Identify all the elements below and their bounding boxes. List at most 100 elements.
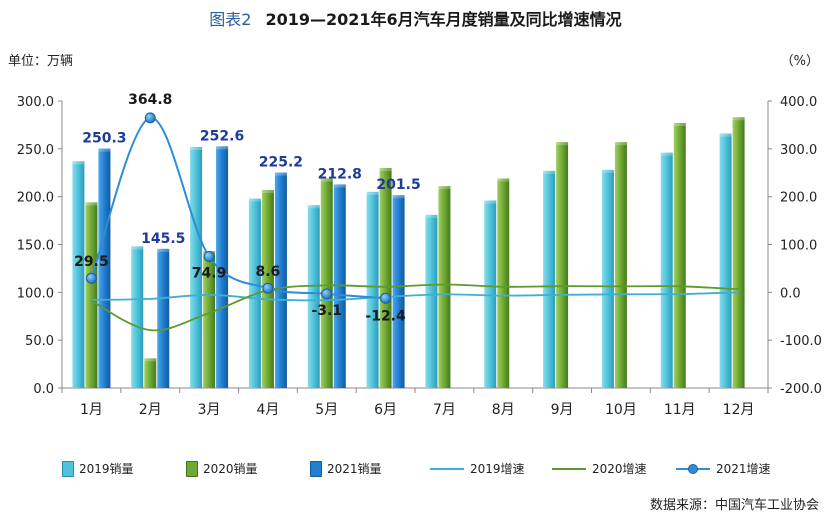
x-axis-tick-label: 12月	[723, 402, 755, 418]
marker-2021-growth	[203, 251, 215, 263]
bar-2019-sales	[601, 169, 614, 388]
data-label-2021-growth: -12.4	[365, 308, 406, 324]
chart-title-text: 2019—2021年6月汽车月度销量及同比增速情况	[265, 10, 622, 29]
bar-2020-sales-top	[261, 189, 274, 193]
x-axis-tick-label: 7月	[433, 402, 456, 418]
left-axis-tick-label: 50.0	[25, 334, 54, 349]
bar-2020-sales-top	[614, 142, 627, 146]
bar-2020-sales	[614, 142, 627, 388]
right-axis-tick-label: 300.0	[780, 143, 817, 158]
data-label-2021-growth: 29.5	[74, 254, 109, 270]
bar-2020-sales-top	[556, 142, 569, 146]
bar-2021-sales	[216, 146, 229, 388]
right-axis-tick-label: 200.0	[780, 191, 817, 206]
legend-label-2021-growth: 2021增速	[716, 462, 771, 476]
bar-2019-sales	[307, 205, 320, 388]
bar-2020-sales	[732, 117, 745, 388]
line-2020-growth	[91, 283, 739, 332]
legend-label-2021-sales: 2021销量	[327, 462, 382, 476]
data-label-2021-growth: 364.8	[128, 92, 172, 108]
legend-line-2021-growth	[676, 463, 710, 474]
legend-label-2020-sales: 2020销量	[203, 462, 258, 476]
bar-2020-sales-top	[673, 123, 686, 127]
bar-2019-sales	[190, 146, 203, 388]
marker-2021-growth	[262, 282, 274, 294]
bar-2021-sales	[392, 195, 405, 388]
x-axis-tick-label: 8月	[492, 402, 515, 418]
data-label-2021-sales: 145.5	[141, 231, 185, 247]
right-axis-tick-label: 400.0	[780, 95, 817, 110]
bar-2019-sales-top	[131, 246, 144, 250]
data-label-2021-sales: 201.5	[376, 177, 420, 193]
left-axis-tick-label: 0.0	[33, 382, 54, 397]
bar-2021-sales-top	[333, 184, 346, 188]
bar-2020-sales	[438, 186, 451, 388]
bar-2019-sales	[719, 133, 732, 388]
bar-2019-sales-top	[543, 170, 556, 174]
legend-item-2019-growth: 2019增速	[430, 460, 525, 477]
bar-2021-sales-top	[98, 148, 111, 152]
bar-2019-sales-top	[248, 198, 261, 202]
bar-2020-sales-top	[85, 202, 98, 206]
bar-2020-sales-top	[320, 178, 333, 182]
marker-2021-growth	[85, 272, 97, 284]
bar-2019-sales-top	[660, 152, 673, 156]
bar-2020-sales	[320, 178, 333, 388]
data-label-2021-growth: 8.6	[256, 264, 281, 280]
bar-2020-sales	[203, 251, 216, 388]
left-axis-tick-label: 100.0	[17, 286, 54, 301]
chart-canvas: 0.0 50.0 100.0 150.0 200.0 250.0 300.0 -200.0 -1…	[17, 92, 822, 418]
legend-line-2019-growth	[430, 467, 464, 470]
line-2019-growth	[91, 291, 739, 302]
bar-2019-sales	[131, 246, 144, 388]
bar-2021-sales-top	[392, 195, 405, 199]
x-axis-tick-label: 11月	[664, 402, 696, 418]
data-source: 数据来源：中国汽车工业协会	[649, 498, 819, 513]
bar-2021-sales-top	[157, 248, 170, 252]
data-label-2021-growth: 74.9	[192, 266, 227, 282]
bar-2021-sales-top	[274, 172, 287, 176]
bar-2021-sales-top	[216, 146, 229, 150]
x-axis-tick-label: 5月	[315, 402, 338, 418]
left-axis-tick-label: 250.0	[17, 143, 54, 158]
legend-item-2020-growth: 2020增速	[552, 460, 647, 477]
bar-2020-sales	[673, 123, 686, 389]
bar-2020-sales	[556, 142, 569, 388]
legend: 2019销量 2020销量 2021销量 2019增速 2020增速 2021增…	[0, 460, 831, 482]
bar-2019-sales-top	[72, 161, 85, 165]
legend-item-2019-sales: 2019销量	[62, 460, 134, 477]
bar-2019-sales-top	[190, 146, 203, 150]
bar-2020-sales	[379, 167, 392, 388]
bar-2020-sales-top	[438, 186, 451, 190]
legend-label-2019-growth: 2019增速	[470, 462, 525, 476]
bar-2020-sales	[144, 358, 157, 388]
x-axis-tick-label: 9月	[551, 402, 574, 418]
bar-2020-sales	[85, 202, 98, 388]
right-axis-tick-label: 0.0	[780, 286, 801, 301]
data-label-2021-sales: 250.3	[82, 131, 126, 147]
bar-2019-sales	[660, 152, 673, 388]
bar-2019-sales-top	[484, 200, 497, 204]
right-axis-tick-label: -100.0	[780, 334, 822, 349]
data-label-2021-sales: 212.8	[318, 166, 362, 182]
legend-label-2019-sales: 2019销量	[79, 462, 134, 476]
bar-2019-sales	[72, 161, 85, 388]
bar-2019-sales	[425, 214, 438, 388]
bar-2020-sales-top	[379, 167, 392, 171]
right-axis-tick-label: -200.0	[780, 382, 822, 397]
legend-swatch-2020-sales	[186, 460, 198, 477]
right-axis-tick-label: 100.0	[780, 239, 817, 254]
x-axis-tick-label: 10月	[605, 402, 637, 418]
bar-2021-sales	[157, 248, 170, 388]
right-axis-unit: （%）	[780, 54, 819, 69]
left-axis-tick-label: 150.0	[17, 239, 54, 254]
legend-item-2021-growth: 2021增速	[676, 460, 771, 477]
marker-2021-growth	[144, 112, 156, 124]
x-axis-tick-label: 1月	[80, 402, 103, 418]
left-axis-unit: 单位：万辆	[8, 54, 74, 69]
bar-2019-sales	[484, 200, 497, 388]
left-axis-tick-label: 200.0	[17, 191, 54, 206]
legend-item-2021-sales: 2021销量	[310, 460, 382, 477]
legend-item-2020-sales: 2020销量	[186, 460, 258, 477]
bar-2021-sales	[98, 148, 111, 388]
